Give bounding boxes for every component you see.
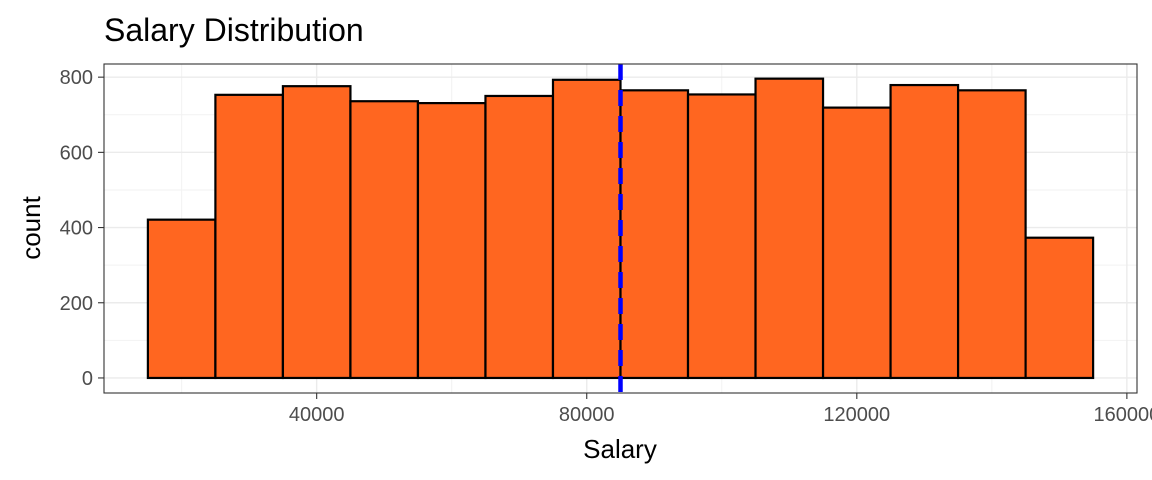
y-axis-title: count — [16, 195, 46, 259]
x-tick-label: 40000 — [289, 404, 345, 426]
histogram-bar — [754, 77, 825, 380]
panel-border — [103, 63, 1138, 394]
histogram-bar — [416, 102, 487, 380]
y-tick-label: 600 — [60, 142, 93, 164]
histogram-bar — [889, 83, 960, 380]
y-tick-label: 800 — [60, 67, 93, 89]
y-tick-label: 200 — [60, 293, 93, 315]
histogram-bar — [349, 100, 420, 380]
histogram-bar — [619, 89, 690, 380]
y-tick-label: 400 — [60, 218, 93, 240]
histogram-bar — [146, 218, 217, 380]
histogram-bar — [686, 93, 757, 380]
histogram-bar — [956, 89, 1027, 380]
histogram-bar — [281, 85, 352, 380]
x-tick-label: 80000 — [559, 404, 615, 426]
histogram-bar — [1024, 236, 1095, 380]
histogram-bar — [484, 94, 555, 380]
y-tick-label: 0 — [82, 368, 93, 390]
histogram-bar — [214, 93, 285, 380]
x-axis-title: Salary — [583, 434, 657, 464]
chart-title: Salary Distribution — [104, 12, 364, 48]
x-tick-label: 120000 — [823, 404, 890, 426]
histogram-bar — [821, 106, 892, 380]
histogram-bar — [551, 78, 622, 380]
bars — [146, 77, 1095, 380]
